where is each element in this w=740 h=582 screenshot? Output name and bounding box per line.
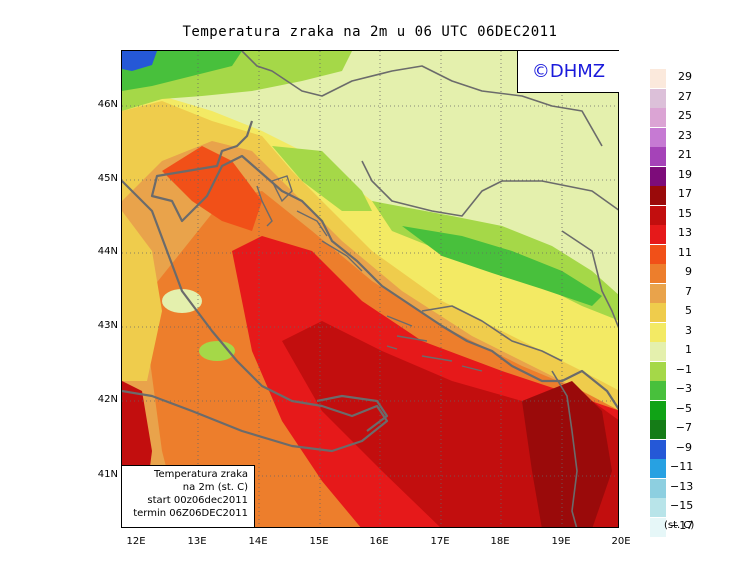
legend-label: −11 [670, 460, 694, 473]
field-gorski-green [272, 146, 372, 211]
legend-swatch [650, 205, 666, 225]
lat-label-45: 45N [97, 173, 118, 184]
legend-label: 13 [678, 226, 692, 239]
lat-label-41: 41N [97, 469, 118, 480]
coastline-istria-dalmatia [150, 120, 618, 410]
lat-label-42: 42N [97, 394, 118, 405]
legend-swatch [650, 166, 666, 186]
dhmz-badge: ©DHMZ [517, 51, 619, 93]
legend-label: −3 [675, 382, 692, 395]
field-dinaric-darkgreen [402, 226, 602, 306]
legend-swatch [650, 244, 666, 264]
legend-label: −1 [675, 362, 692, 376]
border-albania [551, 370, 578, 527]
info-line-3: start 00z06dec2011 [147, 495, 248, 506]
legend-label: −5 [675, 401, 692, 415]
lon-label-20: 20E [611, 536, 631, 547]
coastline-italy [122, 180, 389, 453]
lon-label-15: 15E [309, 536, 329, 547]
border-croatia-bosnia [361, 160, 618, 217]
island-krk [271, 175, 293, 203]
legend-label: 1 [685, 343, 692, 356]
island-pag [296, 210, 328, 237]
island-cres [256, 185, 273, 227]
lon-label-19: 19E [551, 536, 571, 547]
legend-label: 15 [678, 206, 692, 220]
field-patch-green [199, 341, 235, 361]
field-italy-yellow [122, 211, 162, 381]
legend-swatch [650, 361, 666, 381]
legend-swatch [650, 225, 666, 244]
legend-swatch [650, 147, 666, 166]
lat-label-46: 46N [97, 99, 118, 110]
legend-swatch [650, 439, 666, 459]
lon-label-14: 14E [248, 536, 268, 547]
legend-swatch [650, 88, 666, 108]
lon-label-16: 16E [369, 536, 389, 547]
field-south-deep [522, 381, 612, 527]
field-patch-lightgreen [162, 289, 202, 313]
lon-label-13: 13E [187, 536, 207, 547]
legend-swatch [650, 264, 666, 283]
field-alps-blue [122, 51, 157, 71]
legend-swatch [650, 400, 666, 420]
legend-label: 19 [678, 167, 692, 181]
legend-label: 9 [685, 265, 692, 278]
legend-label: −9 [675, 440, 692, 454]
island-dugi [321, 240, 363, 272]
legend-swatch [650, 322, 666, 342]
lat-label-44: 44N [97, 246, 118, 257]
legend-label: 3 [685, 323, 692, 337]
lon-label-17: 17E [430, 536, 450, 547]
lon-label-12: 12E [126, 536, 146, 547]
legend-label: 29 [678, 70, 692, 83]
info-line-1: Temperatura zraka [154, 469, 248, 480]
legend-unit: (st. C) [664, 520, 695, 531]
legend-swatch [650, 420, 666, 439]
island-mljet [461, 365, 483, 372]
lon-label-18: 18E [490, 536, 510, 547]
legend-swatch [650, 459, 666, 478]
map-title: Temperatura zraka na 2m u 06 UTC 06DEC20… [182, 24, 558, 40]
info-line-2: na 2m (st. C) [182, 482, 248, 493]
legend-swatch [650, 381, 666, 400]
legend-swatch [650, 478, 666, 498]
temperature-map [121, 50, 619, 528]
field-sea-orange3 [162, 146, 262, 231]
legend-label: 5 [685, 304, 692, 317]
legend-swatch [650, 127, 666, 147]
legend-swatch [650, 517, 666, 537]
legend-label: −15 [670, 499, 694, 512]
info-box: Temperatura zraka na 2m (st. C) start 00… [121, 465, 255, 528]
island-vis [386, 345, 398, 350]
legend-label: 23 [678, 128, 692, 142]
island-korcula [421, 355, 453, 362]
border-croatia-slovenia [241, 51, 603, 147]
legend-swatch [650, 186, 666, 205]
legend-swatch [650, 283, 666, 303]
legend-label: −13 [670, 479, 694, 493]
legend-label: 11 [678, 245, 692, 259]
legend-label: −7 [675, 421, 692, 434]
legend-swatch [650, 342, 666, 361]
legend-swatch [650, 303, 666, 322]
legend-label: 21 [678, 148, 692, 161]
legend-label: 25 [678, 109, 692, 122]
legend-swatch [650, 69, 666, 88]
coastline-gargano [316, 394, 389, 432]
info-line-4: termin 06Z06DEC2011 [133, 508, 248, 519]
legend-label: 7 [685, 284, 692, 298]
border-bosnia-montenegro [421, 305, 563, 362]
legend-label: −17 [670, 518, 694, 532]
island-brac [386, 315, 413, 327]
legend-label: 27 [678, 89, 692, 103]
legend-swatch [650, 498, 666, 517]
legend-swatch [650, 108, 666, 127]
lat-label-43: 43N [97, 320, 118, 331]
island-hvar [396, 335, 428, 342]
legend-label: 17 [678, 187, 692, 200]
border-serbia [561, 230, 618, 329]
